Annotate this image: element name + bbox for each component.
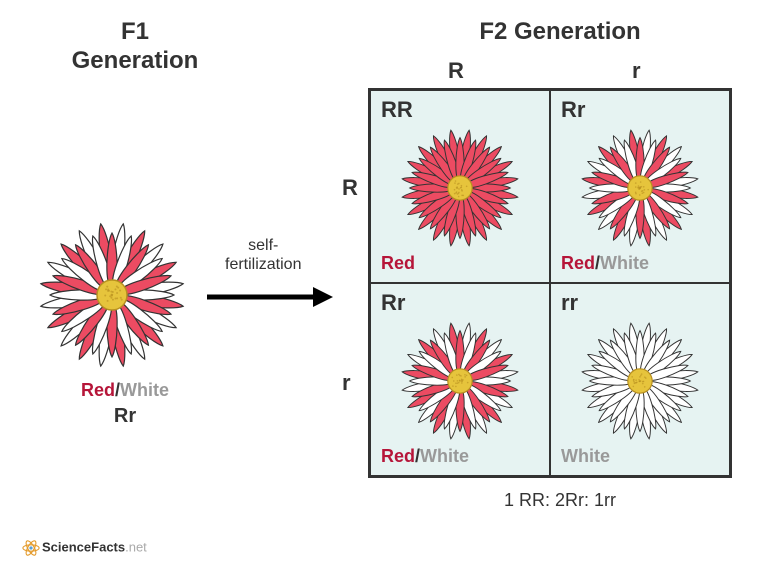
- cell-geno: Rr: [561, 97, 585, 123]
- cell-flower: [575, 123, 705, 258]
- pheno-white: White: [561, 446, 610, 466]
- f1-pheno-white: White: [120, 380, 169, 400]
- pheno-red: Red: [381, 446, 415, 466]
- punnett-row-top: RR Red Rr Red/White: [370, 90, 730, 283]
- cell-pheno: Red/White: [381, 446, 469, 467]
- pheno-white: White: [420, 446, 469, 466]
- arrow-label-line1: self-: [225, 236, 301, 255]
- cell-pheno: White: [561, 446, 610, 467]
- flower-icon: [575, 123, 705, 253]
- cell-flower: [395, 123, 525, 258]
- pheno-red: Red: [381, 253, 415, 273]
- f1-title: F1 Generation: [60, 18, 210, 76]
- cell-geno: Rr: [381, 290, 405, 316]
- cell-flower: [575, 316, 705, 451]
- flower-icon: [395, 316, 525, 446]
- flower-icon: [395, 123, 525, 253]
- punnett-cell-RR: RR Red: [370, 90, 550, 283]
- flower-icon: [32, 215, 192, 375]
- f2-ratio: 1 RR: 2Rr: 1rr: [430, 490, 690, 511]
- punnett-cell-rr: rr White: [550, 283, 730, 476]
- arrow-icon: [205, 285, 335, 309]
- punnett-cell-Rr-bottom: Rr Red/White: [370, 283, 550, 476]
- attribution-brand: ScienceFacts: [42, 539, 125, 554]
- f1-label: Red/White Rr: [60, 380, 190, 428]
- punnett-square: RR Red Rr Red/White Rr Red/White: [368, 88, 732, 478]
- f1-geno: Rr: [60, 405, 190, 428]
- flower-icon: [575, 316, 705, 446]
- cell-flower: [395, 316, 525, 451]
- punnett-row2: r: [342, 370, 351, 396]
- cell-pheno: Red/White: [561, 253, 649, 274]
- punnett-col1: R: [448, 58, 464, 84]
- pheno-red: Red: [561, 253, 595, 273]
- arrow-label-line2: fertilization: [225, 255, 301, 274]
- punnett-col2: r: [632, 58, 641, 84]
- attribution: ScienceFacts.net: [22, 539, 147, 557]
- f1-title-text: F1 Generation: [60, 18, 210, 76]
- cell-pheno: Red: [381, 253, 415, 274]
- f1-pheno-red: Red: [81, 380, 115, 400]
- atom-icon: [22, 539, 40, 557]
- punnett-row-bottom: Rr Red/White rr White: [370, 283, 730, 476]
- f2-title: F2 Generation: [430, 18, 690, 46]
- f1-flower: [32, 215, 192, 380]
- punnett-cell-Rr-top: Rr Red/White: [550, 90, 730, 283]
- attribution-suffix: .net: [125, 539, 147, 554]
- cell-geno: RR: [381, 97, 413, 123]
- arrow-label: self- fertilization: [225, 236, 301, 274]
- pheno-white: White: [600, 253, 649, 273]
- punnett-row1: R: [342, 175, 358, 201]
- cell-geno: rr: [561, 290, 578, 316]
